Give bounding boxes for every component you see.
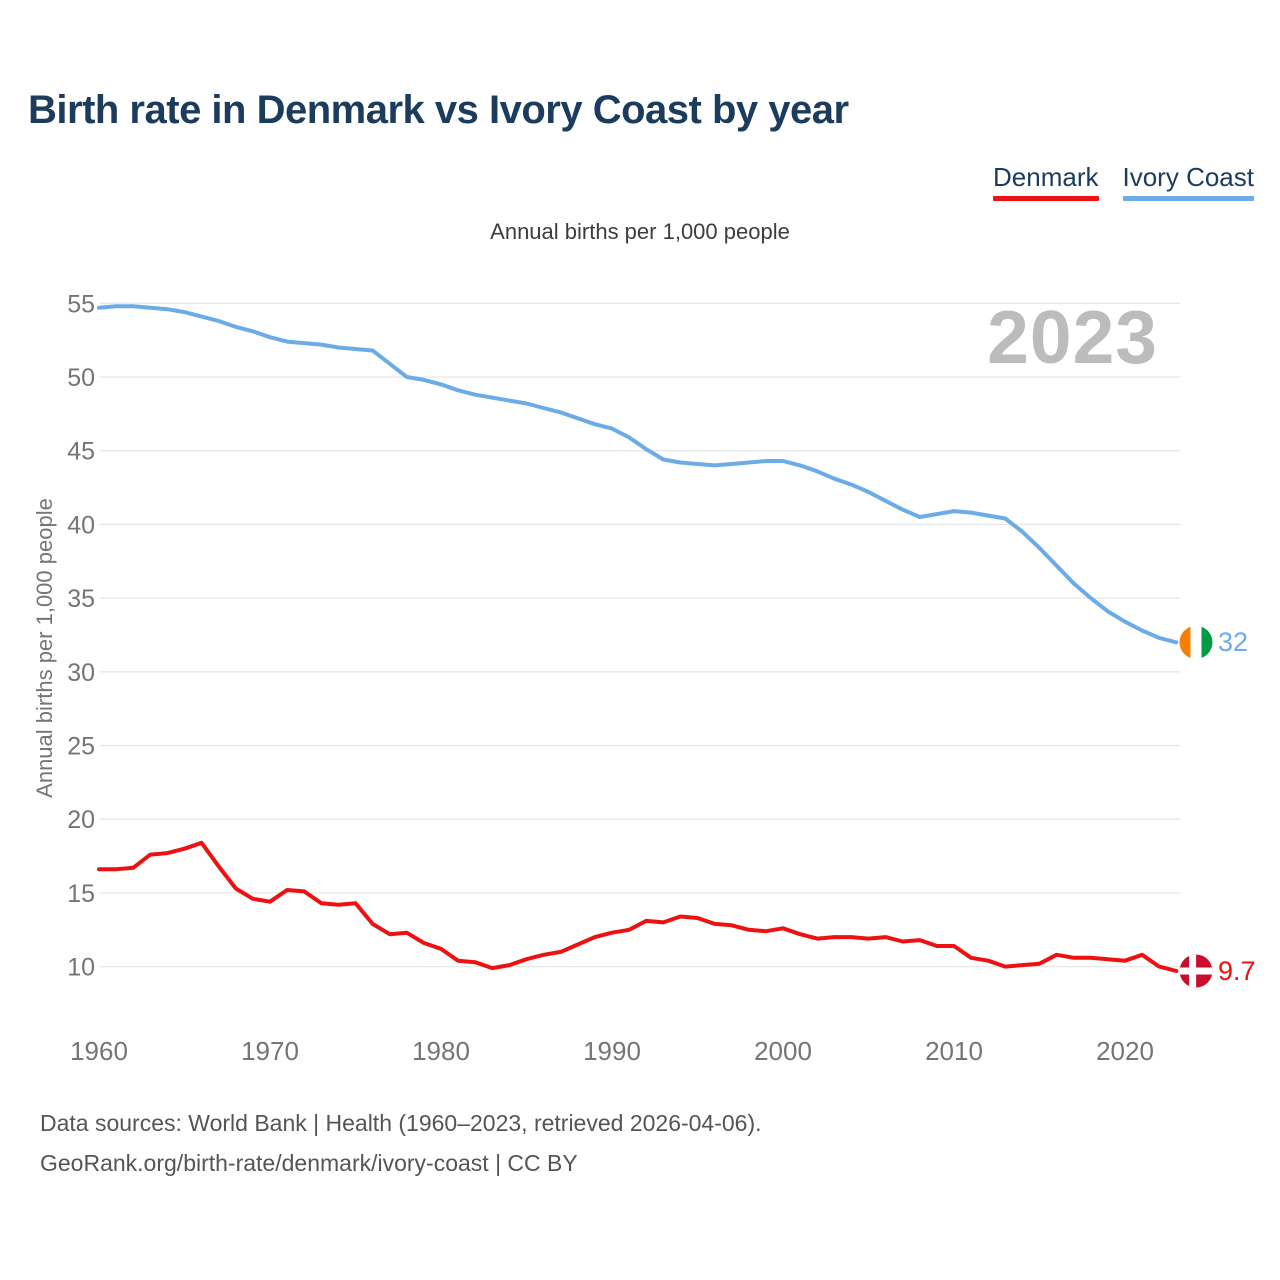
y-tick-label-40: 40 [67,511,95,539]
denmark-end-value: 9.7 [1218,956,1256,986]
x-tick-label-2000: 2000 [754,1036,812,1066]
watermark-year: 2023 [987,295,1158,379]
page-title: Birth rate in Denmark vs Ivory Coast by … [28,88,849,132]
flag-end-markers [1179,625,1213,988]
y-tick-label-35: 35 [67,585,95,613]
legend-item-denmark[interactable]: Denmark [993,162,1099,202]
footer-attribution-line: GeoRank.org/birth-rate/denmark/ivory-coa… [40,1150,578,1176]
x-tick-label-2010: 2010 [925,1036,983,1066]
denmark-line [97,840,1179,973]
ivory-coast-line [97,304,1179,645]
legend-label-ivory-coast: Ivory Coast [1122,162,1255,192]
x-axis-tick-labels: 1960 1970 1980 1990 2000 2010 2020 [70,1036,1154,1066]
x-tick-label-1990: 1990 [583,1036,641,1066]
y-tick-label-20: 20 [67,806,95,834]
y-tick-label-10: 10 [67,954,95,982]
y-tick-label-55: 55 [67,290,95,318]
gridlines: 10 15 20 25 30 35 40 45 50 55 [67,290,1180,982]
y-tick-label-15: 15 [67,880,95,908]
legend-item-ivory-coast[interactable]: Ivory Coast [1122,162,1255,202]
footer-sources-line: Data sources: World Bank | Health (1960–… [40,1110,762,1136]
y-tick-label-30: 30 [67,659,95,687]
ivory-coast-end-value: 32 [1218,627,1248,657]
x-tick-label-1970: 1970 [241,1036,299,1066]
x-tick-label-1980: 1980 [412,1036,470,1066]
chart-subtitle: Annual births per 1,000 people [490,219,790,244]
denmark-flag-icon [1179,954,1213,988]
data-series-lines [97,304,1179,973]
legend-label-denmark: Denmark [993,162,1099,192]
ivory-coast-flag-icon [1179,625,1213,659]
legend-color-bar-ivory-coast [1122,196,1254,202]
legend: Denmark Ivory Coast [993,162,1255,202]
y-tick-label-25: 25 [67,733,95,761]
chart-footer: Data sources: World Bank | Health (1960–… [40,1103,762,1183]
y-tick-label-50: 50 [67,364,95,392]
y-tick-label-45: 45 [67,438,95,466]
x-tick-label-2020: 2020 [1096,1036,1154,1066]
x-tick-label-1960: 1960 [70,1036,128,1066]
legend-color-bar-denmark [993,196,1099,202]
